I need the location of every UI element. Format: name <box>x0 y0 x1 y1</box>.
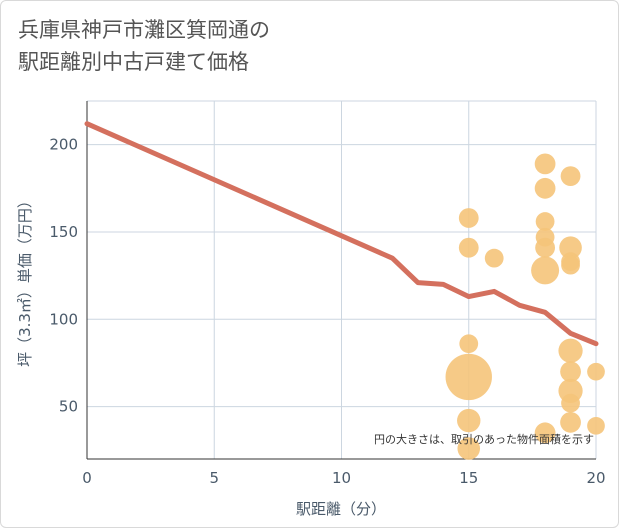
x-tick-label: 20 <box>586 469 605 487</box>
y-tick-label: 150 <box>49 223 78 241</box>
x-tick-label: 10 <box>332 469 351 487</box>
y-tick-label: 100 <box>49 310 78 328</box>
y-tick-label: 200 <box>49 136 78 154</box>
tick-labels: 0 5 10 15 20 50 100 150 200 <box>49 136 605 487</box>
bubble-point <box>561 255 580 275</box>
bubble-point <box>534 177 556 199</box>
bubble-point <box>457 437 481 460</box>
x-tick-label: 0 <box>82 469 92 487</box>
axes <box>86 101 596 460</box>
bubble-point <box>534 153 556 175</box>
bubble-point <box>587 362 605 381</box>
trend-layer <box>84 121 599 347</box>
bubble-point <box>560 361 581 383</box>
grid-lines <box>87 100 597 459</box>
x-tick-label: 5 <box>209 469 219 487</box>
bubble-point <box>458 208 479 228</box>
chart-title: 兵庫県神戸市灘区箕岡通の 駅距離別中古戸建て価格 <box>18 14 270 78</box>
bubble-point <box>587 416 605 435</box>
bubble-point <box>484 248 504 268</box>
bubble-point <box>560 411 581 433</box>
bubble-point <box>561 393 580 413</box>
trend-line <box>84 121 599 347</box>
bubble-point <box>535 212 555 231</box>
bubble-point <box>535 237 555 258</box>
bubble-point <box>560 166 581 186</box>
bubble-point <box>531 256 560 285</box>
x-axis-label: 駅距離（分） <box>296 500 386 518</box>
bubble-point <box>458 237 479 258</box>
bubble-point <box>534 422 556 444</box>
chart-title-line-2: 駅距離別中古戸建て価格 <box>18 50 249 74</box>
y-axis-label: 坪（3.3㎡）単価（万円） <box>16 193 34 367</box>
y-tick-label: 50 <box>59 398 78 416</box>
bubble-size-note: 円の大きさは、取引のあった物件面積を示す <box>374 432 594 446</box>
bubble-point <box>445 353 492 401</box>
bubble-point <box>459 334 479 354</box>
bubble-point <box>559 236 582 259</box>
bubble-point <box>558 338 583 363</box>
chart-title-line-1: 兵庫県神戸市灘区箕岡通の <box>18 18 270 42</box>
bubble-point <box>457 408 481 433</box>
x-tick-label: 15 <box>459 469 478 487</box>
bubble-layer <box>445 153 605 460</box>
